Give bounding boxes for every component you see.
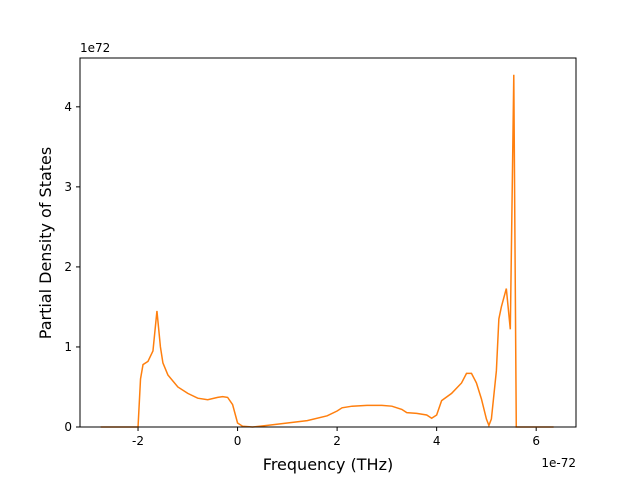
x-tick-label: 2 xyxy=(333,434,341,448)
y-tick-label: 0 xyxy=(64,420,72,434)
data-line xyxy=(100,74,554,428)
x-tick-label: -2 xyxy=(132,434,144,448)
x-axis-label: Frequency (THz) xyxy=(263,455,393,474)
plot-frame xyxy=(79,57,577,428)
y-tick-label: 2 xyxy=(64,260,72,274)
y-offset-label: 1e72 xyxy=(80,41,110,55)
y-axis-label: Partial Density of States xyxy=(36,147,55,339)
y-tick-label: 3 xyxy=(64,180,72,194)
x-tick-label: 0 xyxy=(234,434,242,448)
x-tick-label: 4 xyxy=(433,434,441,448)
y-tick-label: 4 xyxy=(64,100,72,114)
x-offset-label: 1e-72 xyxy=(541,456,576,470)
y-tick-label: 1 xyxy=(64,340,72,354)
x-tick-label: 6 xyxy=(532,434,540,448)
